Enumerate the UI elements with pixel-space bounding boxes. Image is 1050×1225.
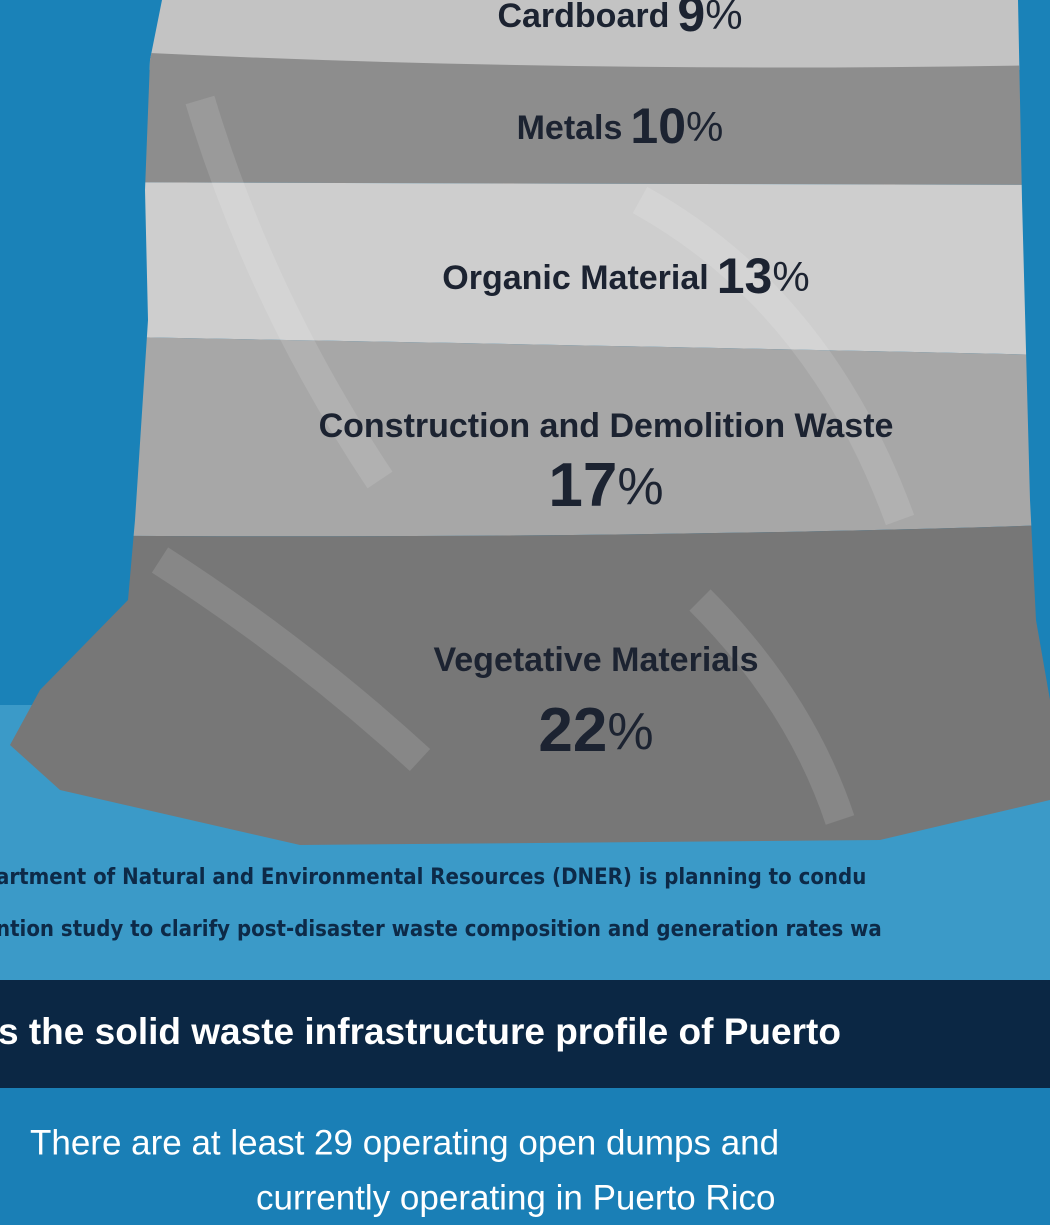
segment-value: 22 [538,696,607,765]
segment-value: 17 [548,451,617,520]
segment-text: Cardboard 9% [497,0,742,42]
segment-unit: % [607,703,653,761]
segment-value: 9 [677,0,705,42]
band-organic [10,182,1050,355]
segment-text: Organic Material 13% [442,248,809,304]
band-construction [10,335,1050,537]
band-vegetative [10,525,1050,845]
banner-bg [0,980,1050,1088]
note-line: artment of Natural and Environmental Res… [0,865,866,890]
background-bottom [0,1088,1050,1225]
segment-label: Organic Material [442,259,708,297]
note-line: ntion study to clarify post-disaster was… [0,917,882,942]
band-metals [10,45,1050,185]
segment-text: Metals 10% [517,98,724,154]
segment-label: Construction and Demolition Waste [319,407,894,445]
bag-folds [151,95,915,825]
segment-value: 10 [630,98,686,154]
segment-unit: % [772,253,809,300]
banner-text: s the solid waste infrastructure profile… [0,1011,841,1052]
body-line: There are at least 29 operating open dum… [30,1123,779,1162]
segment-unit: % [617,458,663,516]
segment-value: 13 [717,248,773,304]
segment-unit: % [686,103,723,150]
segment-text: 17% [548,451,663,520]
body-line: currently operating in Puerto Rico [256,1178,775,1217]
segment-text: 22% [538,696,653,765]
bag [10,0,1050,845]
segment-unit: % [705,0,742,38]
segment-label: Cardboard [497,0,669,35]
segment-label: Metals [517,109,623,147]
segment-label: Vegetative Materials [433,641,758,679]
